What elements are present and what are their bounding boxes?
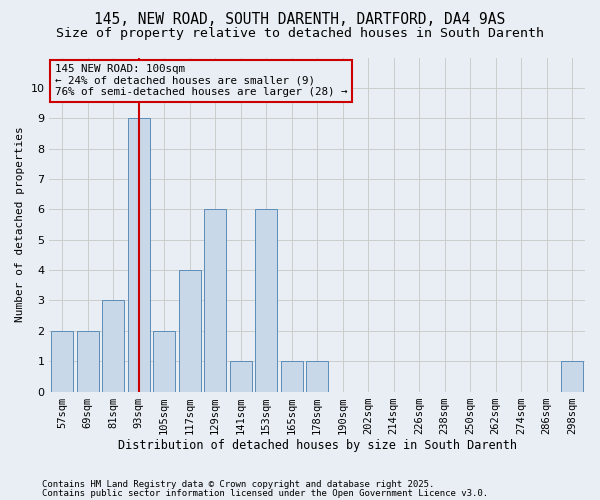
Text: Contains HM Land Registry data © Crown copyright and database right 2025.: Contains HM Land Registry data © Crown c… <box>42 480 434 489</box>
Bar <box>307 361 328 392</box>
X-axis label: Distribution of detached houses by size in South Darenth: Distribution of detached houses by size … <box>118 440 517 452</box>
Y-axis label: Number of detached properties: Number of detached properties <box>15 126 25 322</box>
Bar <box>52 331 73 392</box>
Bar <box>179 270 200 392</box>
Bar <box>128 118 149 392</box>
Text: Contains public sector information licensed under the Open Government Licence v3: Contains public sector information licen… <box>42 488 488 498</box>
Bar <box>77 331 98 392</box>
Text: Size of property relative to detached houses in South Darenth: Size of property relative to detached ho… <box>56 28 544 40</box>
Bar <box>154 331 175 392</box>
Bar <box>562 361 583 392</box>
Text: 145, NEW ROAD, SOUTH DARENTH, DARTFORD, DA4 9AS: 145, NEW ROAD, SOUTH DARENTH, DARTFORD, … <box>94 12 506 28</box>
Bar <box>230 361 251 392</box>
Bar <box>103 300 124 392</box>
Text: 145 NEW ROAD: 100sqm
← 24% of detached houses are smaller (9)
76% of semi-detach: 145 NEW ROAD: 100sqm ← 24% of detached h… <box>55 64 347 98</box>
Bar <box>205 210 226 392</box>
Bar <box>256 210 277 392</box>
Bar <box>281 361 302 392</box>
